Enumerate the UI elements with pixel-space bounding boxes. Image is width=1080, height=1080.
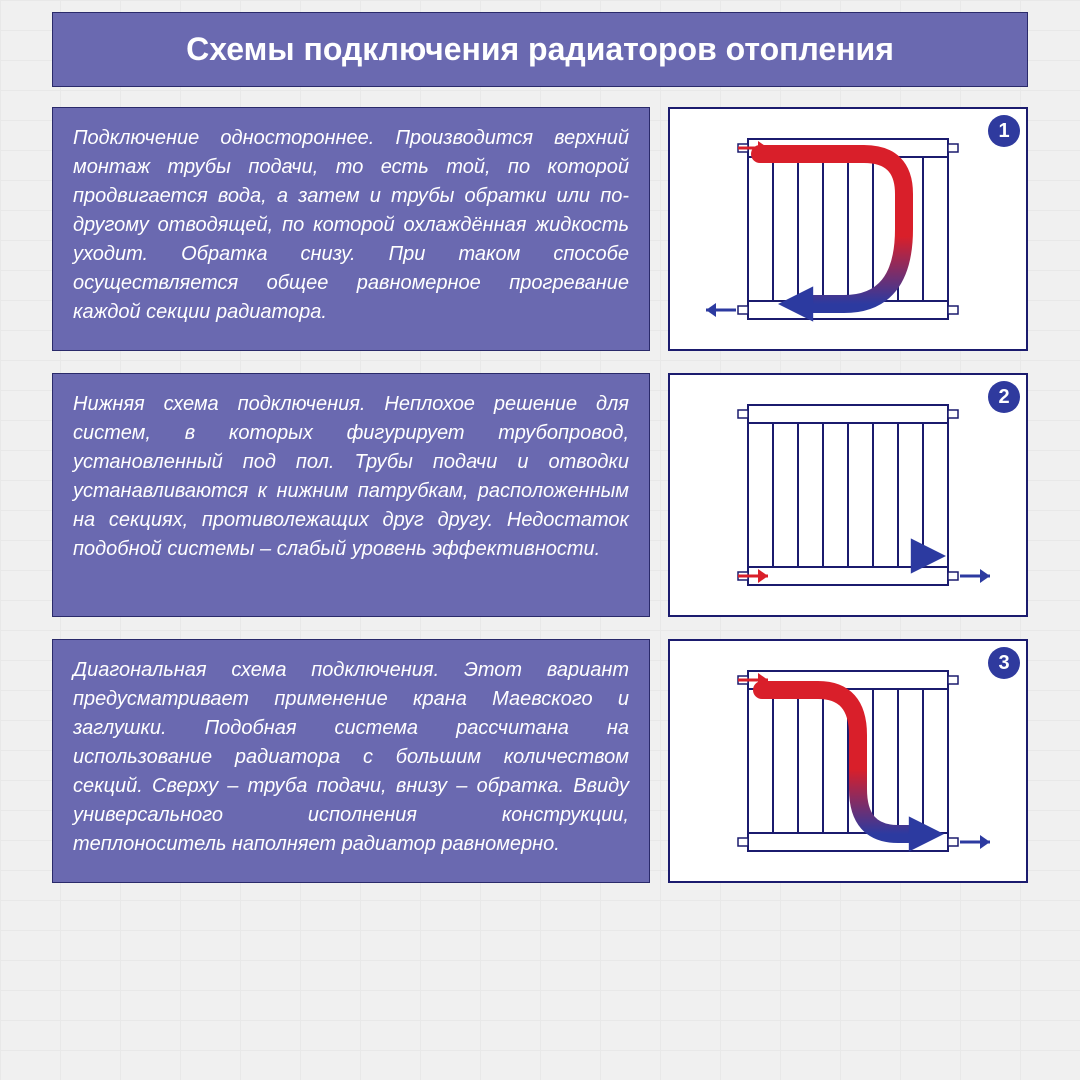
scheme-diagram: 1 [668,107,1028,351]
scheme-row: Подключение одностороннее. Производится … [52,107,1028,351]
scheme-diagram: 3 [668,639,1028,883]
scheme-diagram: 2 [668,373,1028,617]
scheme-row: Нижняя схема подключения. Неплохое решен… [52,373,1028,617]
scheme-badge: 3 [988,647,1020,679]
scheme-description: Подключение одностороннее. Производится … [52,107,650,351]
scheme-description: Диагональная схема подключения. Этот вар… [52,639,650,883]
page-title: Схемы подключения радиаторов отопления [52,12,1028,87]
scheme-description: Нижняя схема подключения. Неплохое решен… [52,373,650,617]
scheme-row: Диагональная схема подключения. Этот вар… [52,639,1028,883]
scheme-badge: 1 [988,115,1020,147]
scheme-badge: 2 [988,381,1020,413]
